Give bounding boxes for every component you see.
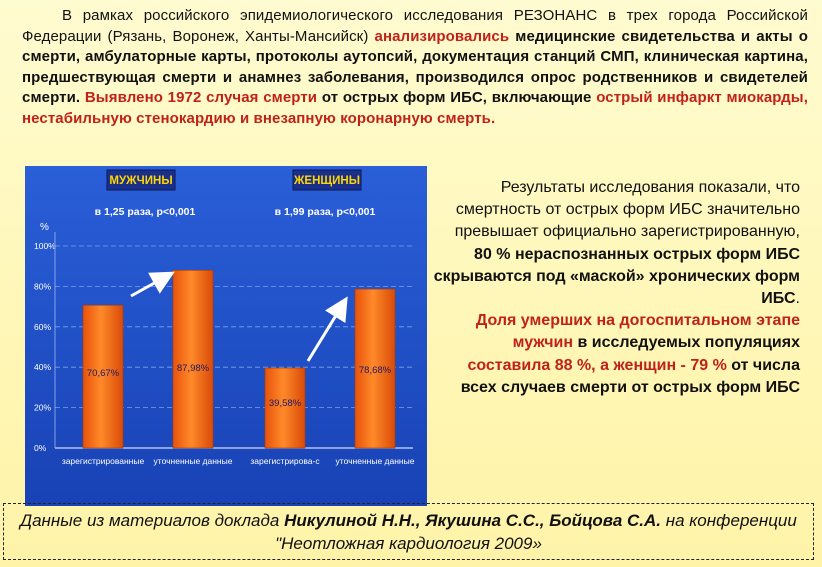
x-category-label: уточненные данные: [336, 456, 415, 466]
results-text-2: 80 % нераспознанных острых форм ИБС скры…: [433, 245, 800, 308]
intro-text-5: от острых форм ИБС, включающие: [321, 89, 592, 106]
bar: [264, 367, 306, 449]
y-tick-label: 0%: [34, 443, 47, 453]
bar-value-label: 78,68%: [359, 365, 392, 376]
y-tick-label: 20%: [34, 403, 51, 413]
trend-arrow: [130, 271, 175, 298]
bar: [172, 269, 214, 449]
intro-text-6: острый инфаркт миокарды, нестабильную ст…: [22, 89, 808, 127]
panel-title-box: [106, 169, 176, 191]
results-text-4: в исследуемых популяциях: [577, 334, 800, 352]
panel-note: в 1,25 раза, p<0,001: [95, 206, 196, 218]
panel-note: в 1,99 раза, p<0,001: [275, 206, 376, 218]
bar-value-label: 70,67%: [87, 368, 120, 379]
results-text-5: составила 88 %, а женщин - 79 %: [467, 356, 727, 374]
source-footer: Данные из материалов доклада Никулиной Н…: [3, 503, 814, 560]
footer-authors: Никулиной Н.Н., Якушина С.С., Бойцова С.…: [284, 511, 661, 530]
panel-title: ЖЕНЩИНЫ: [293, 175, 360, 187]
intro-text-1: В рамках российского эпидемиологического…: [22, 7, 808, 45]
footer-text-1: Данные из материалов доклада: [20, 511, 280, 530]
results-text-6: от числа всех случаев смерти от острых ф…: [460, 356, 800, 396]
bar-value-label: 39,58%: [269, 398, 302, 409]
bar: [354, 288, 396, 449]
intro-text-3: медицинские свидетельства и акты о смерт…: [22, 27, 808, 107]
y-tick-label: 80%: [34, 281, 51, 291]
bar: [82, 304, 124, 449]
footer-text-3: на конференции "Неотложная кардиология 2…: [275, 511, 797, 553]
panel-title: МУЖЧИНЫ: [109, 175, 172, 187]
intro-paragraph: В рамках российского эпидемиологического…: [22, 6, 808, 129]
trend-arrow: [306, 296, 348, 362]
chart-svg: % 0% 20% 40% 60% 80% 100% МУЖЧИНЫ в 1,25 раза, …: [25, 166, 427, 506]
results-text-3: Доля умерших на догоспитальном этапе муж…: [475, 312, 800, 352]
x-category-label: зарегистрированные: [62, 456, 145, 466]
results-text-1: Результаты исследования показали, что см…: [454, 179, 800, 241]
mortality-chart: % 0% 20% 40% 60% 80% 100% МУЖЧИНЫ в 1,25 раза, …: [25, 166, 427, 506]
y-tick-label: 100%: [34, 241, 56, 251]
intro-text-4: Выявлено 1972 случая смерти: [84, 89, 318, 106]
x-category-label: зарегистрирова-с: [250, 456, 320, 466]
intro-text-2: анализировались: [374, 27, 510, 45]
x-category-label: уточненные данные: [154, 456, 233, 466]
results-text: Результаты исследования показали, что см…: [432, 177, 800, 399]
y-tick-label: 60%: [34, 322, 51, 332]
bar-value-label: 87,98%: [177, 363, 210, 374]
y-axis-label: %: [40, 222, 49, 233]
panel-title-box: [292, 169, 362, 191]
y-tick-label: 40%: [34, 362, 51, 372]
results-text-2-end: .: [795, 290, 800, 308]
